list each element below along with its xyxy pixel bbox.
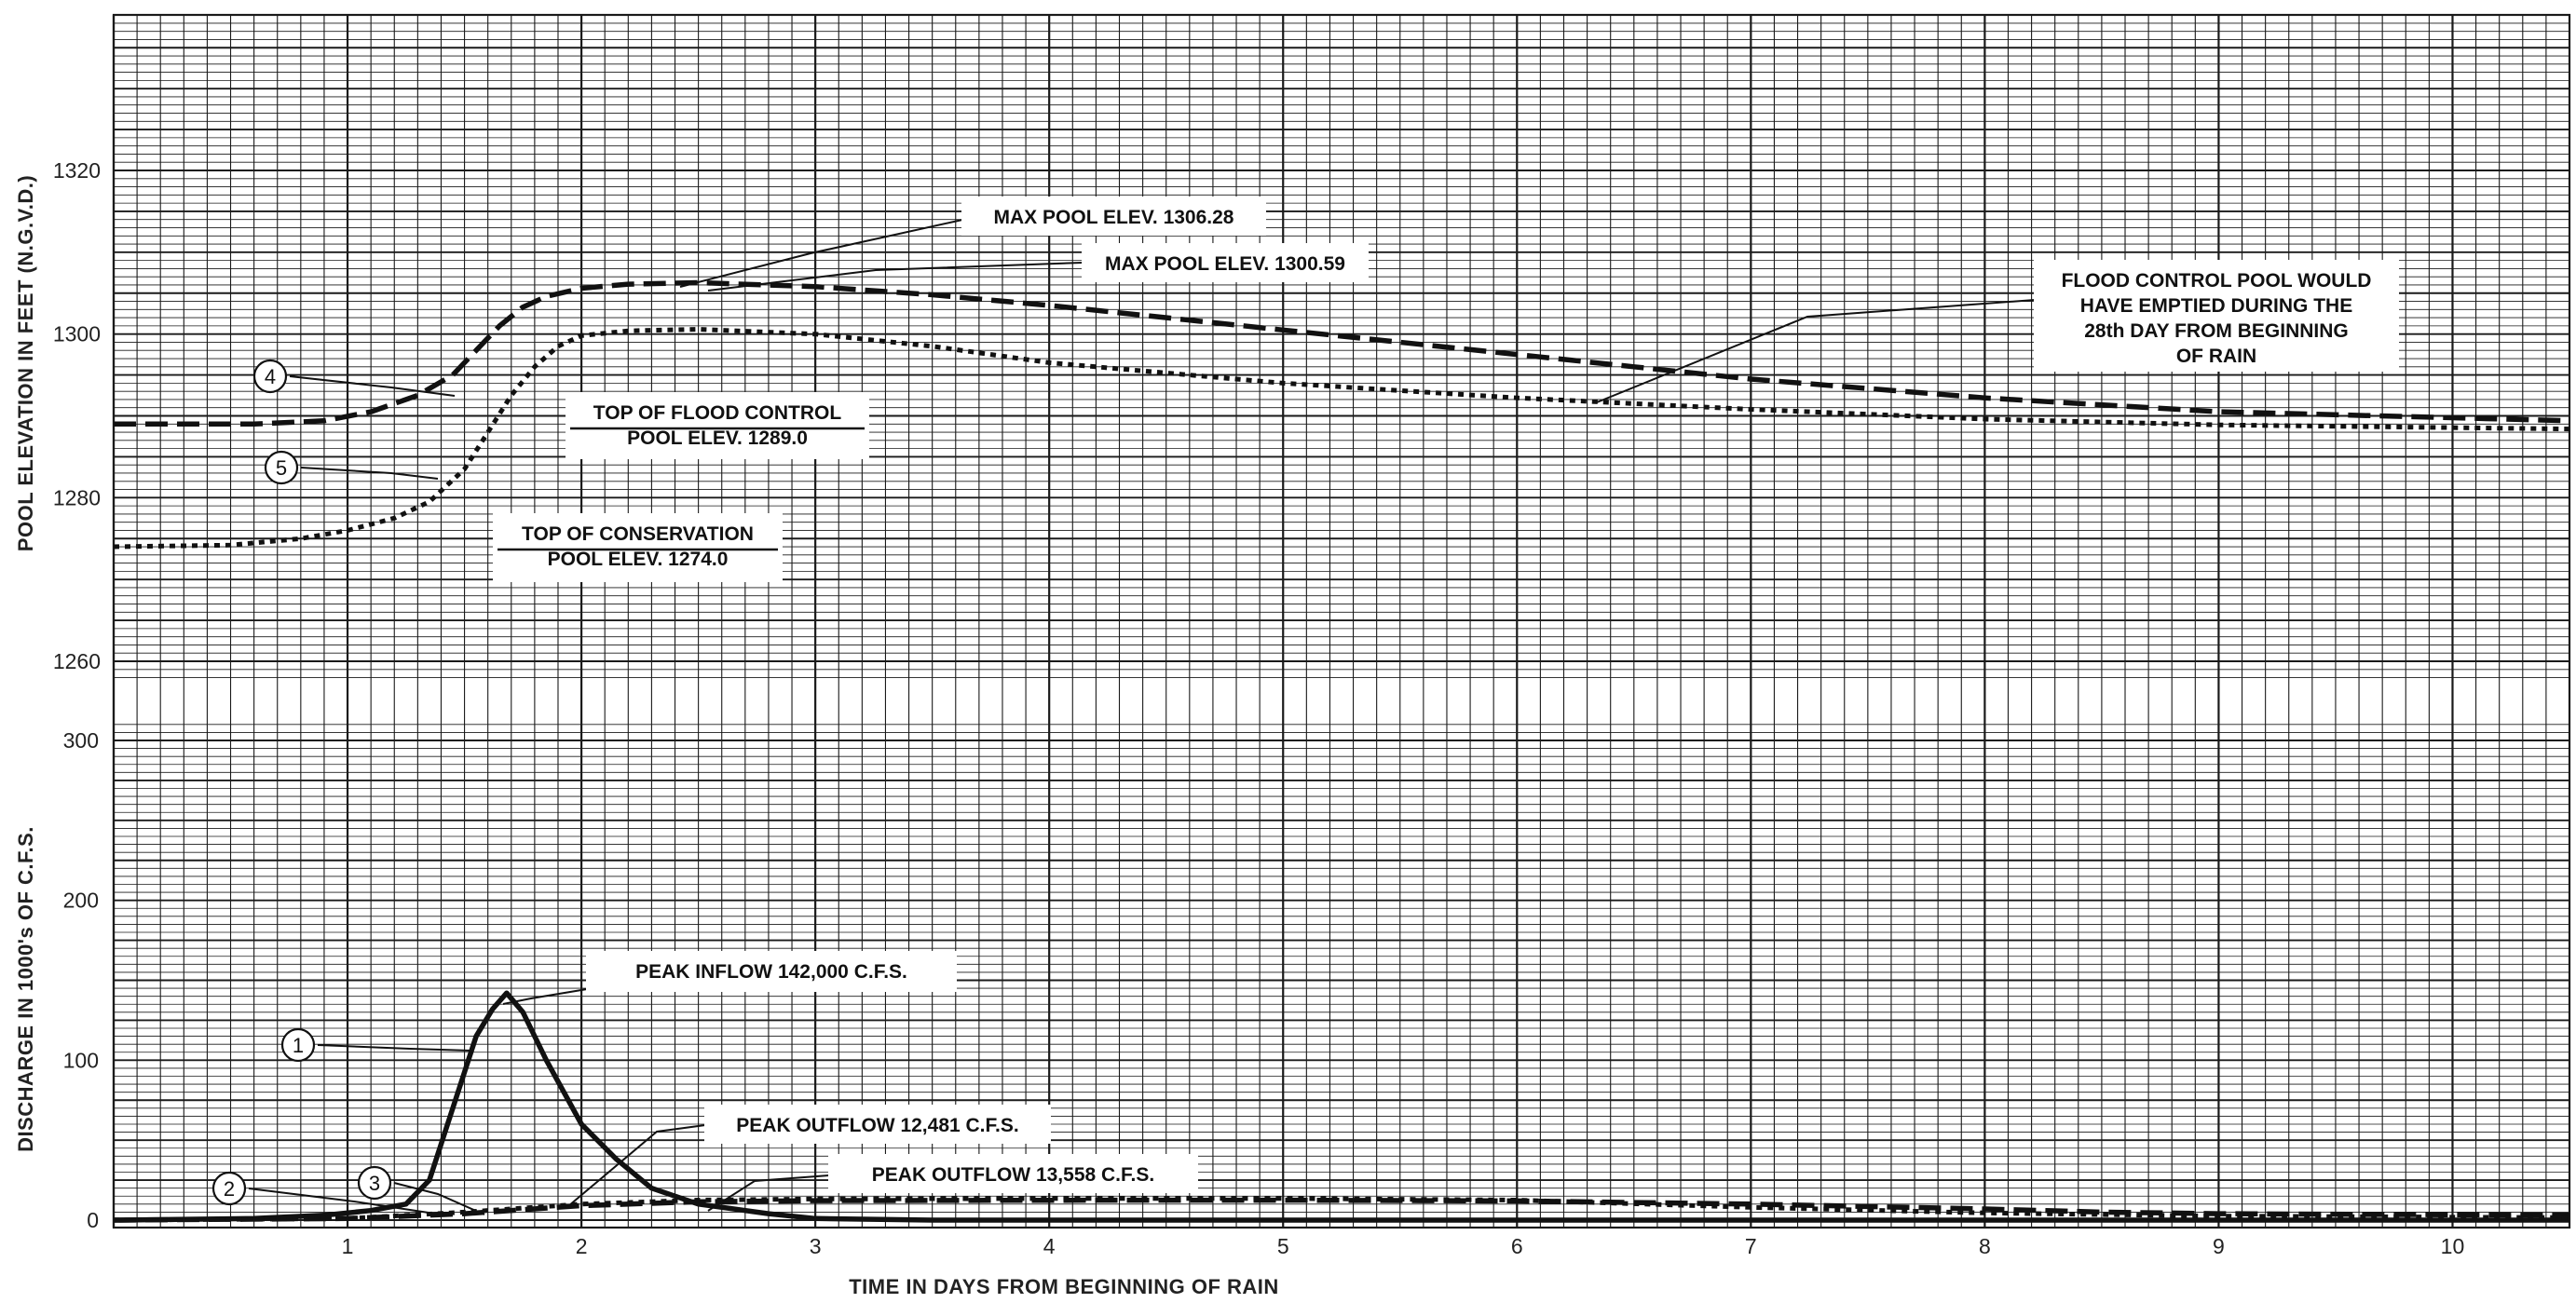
marker-leader-line (393, 1182, 485, 1215)
marker-leader-line (317, 1044, 471, 1052)
discharge-series-1 (113, 990, 2569, 1223)
series-marker-circle (280, 1027, 316, 1063)
series-marker-number: 2 (224, 1177, 235, 1201)
marker-leader-line (248, 1188, 429, 1214)
x-tick-label: 4 (1043, 1234, 1056, 1258)
x-tick-label: 2 (576, 1234, 588, 1258)
x-axis-tick-labels: 1 2 3 4 5 6 7 8 9 10 (342, 1234, 2465, 1258)
annotation-leader-line (707, 1174, 830, 1212)
annotation-text-line: POOL ELEV. 1289.0 (627, 428, 808, 449)
annotation-leader-line (567, 1124, 706, 1207)
x-tick-label: 9 (2213, 1234, 2225, 1258)
series-marker-number: 5 (276, 456, 287, 480)
annotation-text: MAX POOL ELEV. 1306.28 (994, 207, 1234, 228)
annotation-box (704, 1105, 1051, 1144)
annotation-box (828, 1154, 1198, 1193)
discharge-tick-label: 100 (63, 1048, 99, 1072)
annotation-text: PEAK OUTFLOW 13,558 C.F.S. (872, 1164, 1154, 1186)
series-marker-number: 4 (265, 365, 276, 388)
series-marker-circle (357, 1165, 392, 1201)
annotation-box (586, 951, 957, 992)
annotation-text-line: 28th DAY FROM BEGINNING (2084, 320, 2349, 342)
series-marker-circle (264, 450, 299, 485)
discharge-tick-label: 0 (87, 1208, 99, 1232)
series-marker-circle (252, 359, 288, 394)
x-tick-label: 10 (2441, 1234, 2465, 1258)
x-tick-label: 8 (1979, 1234, 1991, 1258)
series-marker-number: 3 (369, 1172, 380, 1195)
discharge-tick-label: 200 (63, 889, 99, 913)
elevation-tick-label: 1280 (53, 485, 101, 509)
annotation-box (2034, 260, 2399, 372)
x-tick-label: 6 (1511, 1234, 1523, 1258)
annotation-box (961, 197, 1266, 236)
series-marker-circle (211, 1171, 247, 1206)
annotation-text-line: OF RAIN (2176, 346, 2256, 367)
x-axis-label: TIME IN DAYS FROM BEGINNING OF RAIN (849, 1275, 1279, 1298)
elevation-tick-label: 1300 (53, 322, 101, 346)
annotation-text: MAX POOL ELEV. 1300.59 (1105, 253, 1345, 275)
annotation-text: PEAK OUTFLOW 12,481 C.F.S. (736, 1115, 1018, 1136)
annotation-leader-line (707, 262, 1084, 292)
annotation-box (493, 513, 783, 582)
series-markers: 4 5 1 2 3 (211, 359, 485, 1215)
annotation-text-line: HAVE EMPTIED DURING THE (2080, 295, 2352, 317)
x-tick-label: 5 (1277, 1234, 1289, 1258)
series-marker-number: 1 (293, 1034, 304, 1057)
annotation-box (1082, 243, 1369, 282)
elevation-tick-label: 1320 (53, 158, 101, 183)
discharge-series-3 (113, 1196, 2570, 1223)
x-tick-label: 1 (342, 1234, 354, 1258)
pool-elevation-axis-label: POOL ELEVATION IN FEET (N.G.V.D.) (14, 175, 37, 551)
marker-leader-line (300, 467, 439, 480)
marker-leader-line (289, 375, 456, 397)
chart-annotations: MAX POOL ELEV. 1306.28 MAX POOL ELEV. 130… (493, 197, 2399, 1212)
annotation-leader-line (502, 988, 588, 1005)
elevation-tick-label: 1260 (53, 649, 101, 673)
pool-elevation-tick-labels: 1260 1280 1300 1320 (53, 158, 101, 673)
discharge-axis-label: DISCHARGE IN 1000's OF C.F.S. (14, 826, 37, 1152)
annotation-text-line: FLOOD CONTROL POOL WOULD (2062, 270, 2372, 292)
annotation-leader-line (679, 219, 963, 288)
chart-series (113, 279, 2570, 1223)
discharge-tick-label: 300 (63, 728, 99, 753)
x-tick-label: 3 (810, 1234, 822, 1258)
annotation-text-line: TOP OF FLOOD CONTROL (593, 402, 842, 424)
annotation-text-line: POOL ELEV. 1274.0 (548, 549, 729, 570)
annotation-text-line: TOP OF CONSERVATION (522, 523, 754, 545)
annotation-box (566, 392, 869, 459)
annotation-leader-line (1596, 299, 2036, 403)
discharge-tick-labels: 0 100 200 300 (63, 728, 99, 1232)
annotation-text: PEAK INFLOW 142,000 C.F.S. (635, 961, 907, 983)
pool-elevation-series-5 (113, 327, 2570, 550)
x-tick-label: 7 (1745, 1234, 1757, 1258)
